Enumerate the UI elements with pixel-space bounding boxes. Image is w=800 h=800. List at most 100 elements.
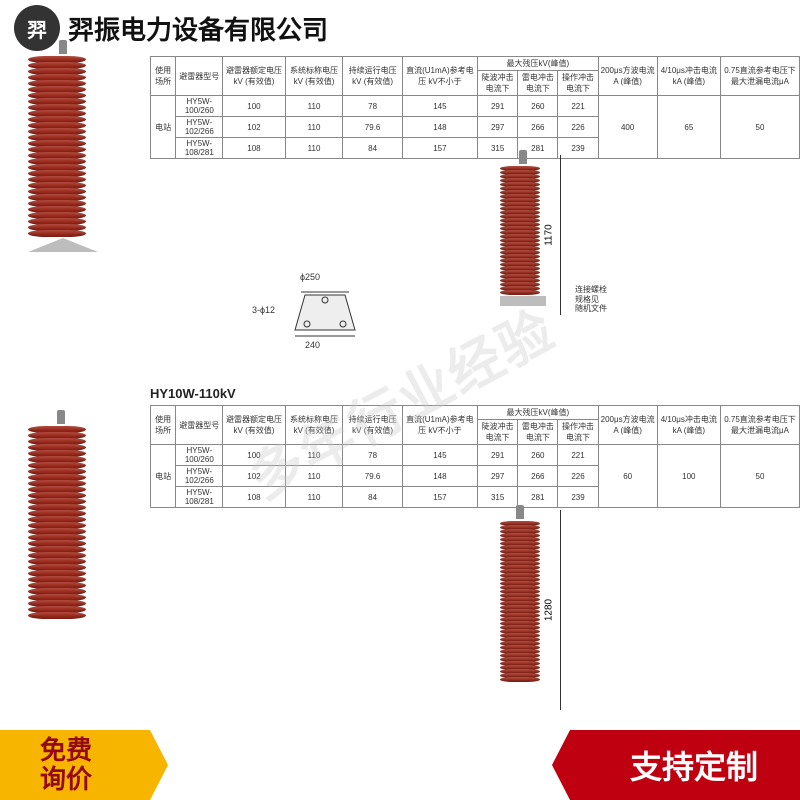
dimension-base-width: 240 [305, 340, 320, 350]
col-group-header: 最大残压kV(峰值) [478, 406, 599, 420]
cell: 110 [285, 445, 343, 466]
cell: 65 [657, 96, 720, 159]
cell: 108 [223, 487, 285, 508]
company-logo: 羿 [14, 5, 60, 51]
base-plate-diagram [285, 280, 365, 340]
col-header: 避雷器型号 [176, 57, 223, 96]
cell: 260 [518, 96, 558, 117]
page: 羿 羿振电力设备有限公司 多年行业经验 使用场所 [0, 0, 800, 800]
col-header: 0.75直流参考电压下最大泄漏电流μA [721, 57, 800, 96]
cell: 100 [223, 96, 285, 117]
arrester-shed-stack [28, 426, 94, 619]
col-header: 持续运行电压 kV (有效值) [343, 406, 402, 445]
cell: HY5W-102/266 [176, 117, 223, 138]
cell: 221 [558, 96, 598, 117]
col-header: 避雷器额定电压 kV (有效值) [223, 406, 285, 445]
col-header: 避雷器型号 [176, 406, 223, 445]
badge-custom-support[interactable]: 支持定制 [570, 730, 800, 800]
dimension-hole: 3-ϕ12 [252, 305, 275, 315]
cell: HY5W-108/281 [176, 487, 223, 508]
cell: 110 [285, 138, 343, 159]
cell: 79.6 [343, 466, 402, 487]
table-row: 使用场所 避雷器型号 避雷器额定电压 kV (有效值) 系统标称电压 kV (有… [151, 57, 800, 71]
cell: 79.6 [343, 117, 402, 138]
cell: 102 [223, 466, 285, 487]
arrester-drawing-2 [500, 505, 540, 681]
dimension-base-diag: ϕ250 [300, 272, 320, 282]
company-name: 羿振电力设备有限公司 [68, 10, 328, 47]
spec-table-1: 使用场所 避雷器型号 避雷器额定电压 kV (有效值) 系统标称电压 kV (有… [150, 56, 800, 159]
arrester-base [500, 296, 546, 306]
dimension-line-vertical: 1170 [560, 155, 561, 315]
footer-spacer [150, 730, 570, 800]
col-header: 系统标称电压 kV (有效值) [285, 57, 343, 96]
cell: 226 [558, 466, 598, 487]
col-group-header: 最大残压kV(峰值) [478, 57, 599, 71]
cell: 400 [598, 96, 657, 159]
col-header: 直流(U1mA)参考电压 kV不小于 [402, 406, 477, 445]
col-header: 操作冲击电流下 [558, 420, 598, 445]
dimension-height-2: 1280 [544, 599, 555, 621]
col-header: 直流(U1mA)参考电压 kV不小于 [402, 57, 477, 96]
table-row: 电站 HY5W-100/260 100 110 78 145 291 260 2… [151, 96, 800, 117]
cell: 226 [558, 117, 598, 138]
col-header: 200μs方波电流 A (峰值) [598, 57, 657, 96]
cell: 291 [478, 445, 518, 466]
cell: HY5W-100/260 [176, 445, 223, 466]
col-header: 陡波冲击电流下 [478, 420, 518, 445]
arrester-drawing-1 [500, 150, 546, 306]
note-line: 规格见 [575, 295, 599, 304]
arrester-shed-stack [28, 56, 98, 237]
dimension-line-vertical: 1280 [560, 510, 561, 710]
cell: 110 [285, 466, 343, 487]
row-label: 电站 [151, 96, 176, 159]
cell: 266 [518, 117, 558, 138]
row-label: 电站 [151, 445, 176, 508]
cell: 239 [558, 138, 598, 159]
footer: 免费 询价 支持定制 [0, 730, 800, 800]
spec-table-2-block: 使用场所 避雷器型号 避雷器额定电压 kV (有效值) 系统标称电压 kV (有… [150, 405, 800, 508]
col-header: 系统标称电压 kV (有效值) [285, 406, 343, 445]
note-line: 随机文件 [575, 304, 607, 313]
arrester-base [28, 238, 98, 252]
col-header: 4/10μs冲击电流 kA (峰值) [657, 57, 720, 96]
arrester-top-cap [519, 150, 527, 164]
cell: 84 [343, 138, 402, 159]
cell: HY5W-108/281 [176, 138, 223, 159]
cell: 50 [721, 96, 800, 159]
cell: 260 [518, 445, 558, 466]
col-header: 4/10μs冲击电流 kA (峰值) [657, 406, 720, 445]
table-row: 使用场所 避雷器型号 避雷器额定电压 kV (有效值) 系统标称电压 kV (有… [151, 406, 800, 420]
cell: 157 [402, 487, 477, 508]
cell: 221 [558, 445, 598, 466]
dimension-height-1: 1170 [543, 224, 554, 246]
cell: 297 [478, 466, 518, 487]
col-header: 雷电冲击电流下 [518, 420, 558, 445]
badge-left-line1: 免费 [40, 736, 92, 765]
cell: 148 [402, 117, 477, 138]
drawing-note-1: 连接螺栓 规格见 随机文件 [575, 285, 607, 314]
header: 羿 羿振电力设备有限公司 [0, 0, 800, 56]
cell: HY5W-102/266 [176, 466, 223, 487]
col-header: 避雷器额定电压 kV (有效值) [223, 57, 285, 96]
arrester-shed-stack [500, 521, 540, 682]
cell: HY5W-100/260 [176, 96, 223, 117]
cell: 50 [721, 445, 800, 508]
note-line: 连接螺栓 [575, 285, 607, 294]
arrester-shed-stack [500, 166, 546, 295]
cell: 148 [402, 466, 477, 487]
badge-free-inquiry[interactable]: 免费 询价 [0, 730, 150, 800]
col-header: 使用场所 [151, 57, 176, 96]
cell: 145 [402, 445, 477, 466]
badge-right-text: 支持定制 [630, 742, 758, 788]
spec-table-2: 使用场所 避雷器型号 避雷器额定电压 kV (有效值) 系统标称电压 kV (有… [150, 405, 800, 508]
content-area: 使用场所 避雷器型号 避雷器额定电压 kV (有效值) 系统标称电压 kV (有… [0, 0, 800, 730]
cell: 157 [402, 138, 477, 159]
col-header: 持续运行电压 kV (有效值) [343, 57, 402, 96]
badge-left-line2: 询价 [40, 765, 92, 794]
spec-table-1-block: 使用场所 避雷器型号 避雷器额定电压 kV (有效值) 系统标称电压 kV (有… [150, 56, 800, 159]
section-2-title: HY10W-110kV [150, 386, 236, 401]
col-header: 操作冲击电流下 [558, 71, 598, 96]
arrester-image-2 [28, 410, 94, 618]
col-header: 使用场所 [151, 406, 176, 445]
